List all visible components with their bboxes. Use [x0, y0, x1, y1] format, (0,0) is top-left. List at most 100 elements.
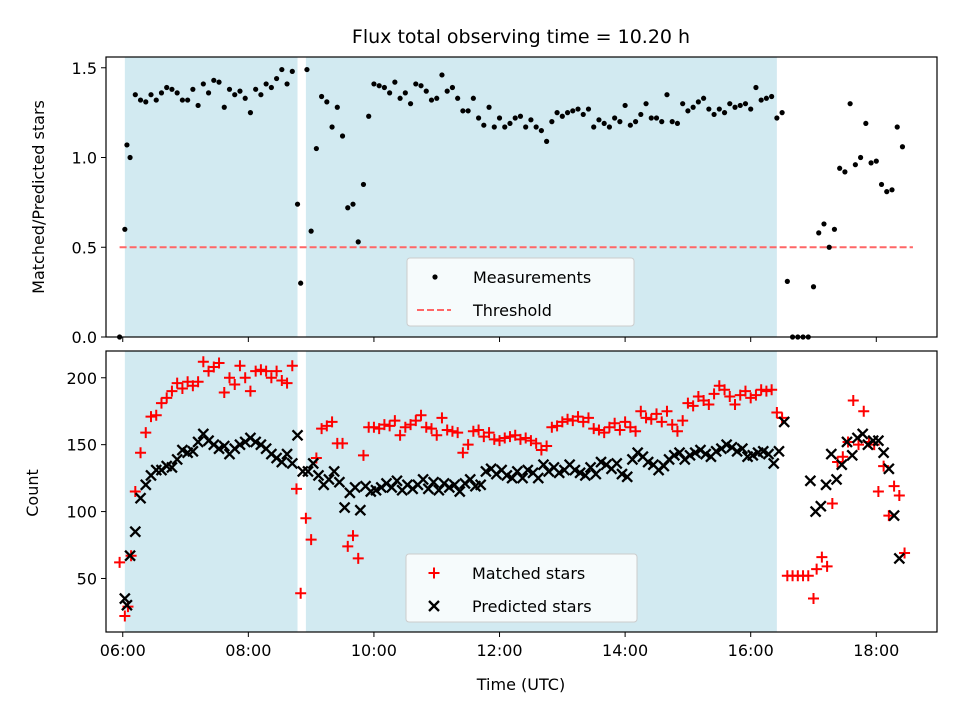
y-tick-label: 0.0 [72, 328, 97, 347]
matched-star-point [467, 425, 479, 437]
matched-star-point [821, 560, 833, 572]
predicted-star-point [338, 501, 351, 514]
measurement-point [366, 113, 372, 119]
measurement-point [481, 122, 487, 128]
measurement-point [308, 228, 314, 234]
measurement-point [685, 108, 691, 114]
predicted-star-point [893, 552, 906, 565]
predicted-star-point [621, 470, 634, 483]
matched-star-point [260, 365, 272, 377]
predicted-star-point [302, 465, 314, 478]
measurement-point [559, 113, 565, 119]
measurement-point [407, 101, 414, 107]
x-tick-label: 18:00 [853, 641, 899, 660]
measurement-point [847, 101, 853, 107]
measurement-point [612, 115, 618, 121]
measurement-point [606, 124, 613, 130]
predicted-star-point [856, 428, 869, 440]
predicted-star-point [532, 472, 545, 484]
y-tick-label: 100 [66, 503, 97, 522]
measurement-point [758, 97, 764, 103]
measurement-point [132, 92, 138, 98]
measurement-point [491, 124, 497, 130]
predicted-star-point [830, 473, 843, 486]
predicted-star-point [323, 473, 335, 486]
predicted-star-point [778, 416, 791, 428]
measurement-point [878, 181, 885, 188]
measurement-point [659, 119, 665, 125]
x-tick-label: 14:00 [602, 641, 648, 660]
predicted-star-point [354, 504, 367, 517]
measurement-point [242, 95, 248, 101]
matched-star-point [352, 552, 364, 564]
predicted-star-point [762, 448, 775, 460]
matched-star-point [218, 386, 230, 398]
predicted-star-point [139, 478, 152, 491]
measurement-point [345, 205, 351, 211]
measurement-point [334, 104, 340, 110]
predicted-star-point [610, 457, 623, 470]
matched-star-point [645, 413, 657, 425]
matched-star-point [213, 357, 225, 369]
measurement-point [884, 189, 890, 195]
measurement-point [313, 145, 319, 152]
measurement-point [444, 88, 450, 94]
matched-star-point [488, 433, 500, 445]
matched-star-point [119, 610, 131, 622]
measurement-point [355, 239, 361, 245]
matched-star-point [223, 372, 235, 384]
top-legend-box [406, 257, 635, 327]
measurement-point [653, 115, 660, 121]
measurement-point [273, 75, 280, 82]
measurement-point [169, 86, 175, 92]
measurement-point [232, 92, 238, 98]
matched-star-point [837, 451, 849, 463]
measurement-point [360, 181, 367, 188]
matched-star-point [671, 425, 683, 437]
measurement-point [826, 244, 832, 250]
measurement-point [502, 124, 508, 130]
matched-star-point [619, 416, 631, 428]
measurement-point [253, 86, 259, 92]
predicted-star-point [846, 449, 859, 462]
matched-star-point [811, 563, 823, 575]
predicted-star-point [192, 436, 204, 448]
matched-star-point [234, 360, 246, 372]
x-tick-label: 08:00 [225, 641, 271, 660]
matched-star-point [483, 427, 495, 439]
matched-star-point [899, 547, 911, 559]
y-tick-label: 150 [66, 436, 97, 455]
top-x-ticks [122, 337, 877, 342]
bottom-x-ticks: 06:00 08:00 10:00 12:00 14:00 16:00 18:00 [100, 632, 899, 660]
matched-star-point [192, 376, 204, 388]
measurement-point [124, 142, 130, 148]
matched-star-point [766, 384, 778, 396]
matched-star-point [724, 390, 736, 402]
measurement-point [324, 99, 330, 105]
top-plot-frame [105, 56, 938, 338]
predicted-star-point [736, 442, 749, 455]
matched-star-point [514, 433, 526, 445]
measurement-point [428, 97, 435, 103]
matched-star-point [651, 408, 663, 420]
measurement-point [512, 115, 518, 121]
matched-star-point [473, 424, 485, 436]
measurement-point [648, 115, 654, 121]
matched-star-point [457, 447, 469, 459]
matched-star-point [640, 412, 652, 424]
measurement-point [449, 84, 456, 91]
measurement-point [439, 72, 445, 78]
measurement-point [221, 104, 227, 110]
top-legend-marker [432, 274, 438, 280]
matched-star-point [135, 447, 147, 459]
matched-star-point [425, 423, 437, 435]
predicted-star-point [121, 599, 133, 612]
measurement-point [753, 84, 759, 91]
measurement-point [460, 108, 466, 114]
predicted-star-point [124, 549, 136, 562]
top-legend-label: Threshold [472, 301, 552, 320]
matched-star-point [826, 498, 838, 510]
measurement-point [570, 108, 576, 114]
matched-star-point [729, 399, 741, 411]
measurement-point [304, 66, 310, 73]
